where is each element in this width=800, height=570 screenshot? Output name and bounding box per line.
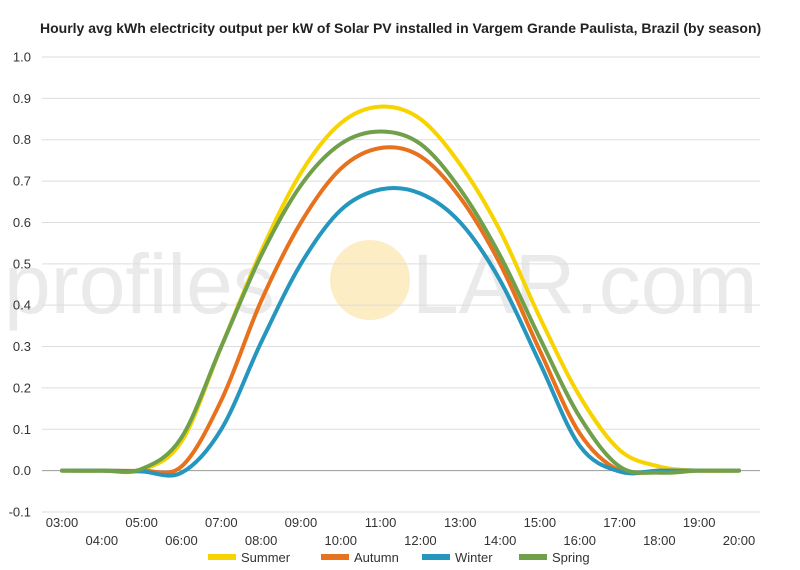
x-tick-label: 05:00 bbox=[125, 515, 158, 530]
y-tick-label: 0.4 bbox=[13, 298, 31, 313]
x-tick-label: 19:00 bbox=[683, 515, 716, 530]
series-line-winter bbox=[60, 186, 741, 478]
y-axis: -0.1 0.0 0.1 0.2 0.3 0.4 0.5 0.6 0.7 0.8 0.9 1.0 bbox=[9, 50, 31, 520]
x-tick-label: 20:00 bbox=[723, 533, 756, 548]
x-tick-label: 17:00 bbox=[603, 515, 636, 530]
x-tick-label: 11:00 bbox=[365, 515, 397, 530]
x-axis: 03:00 04:00 05:00 06:00 07:00 08:00 09:00 10:00… bbox=[46, 515, 756, 548]
series-lines bbox=[60, 104, 741, 478]
y-tick-label: 0.8 bbox=[13, 132, 31, 147]
watermark-left-text: profiles bbox=[4, 237, 275, 331]
legend-swatch-spring bbox=[519, 554, 547, 560]
x-tick-label: 16:00 bbox=[563, 533, 596, 548]
y-tick-label: 0.6 bbox=[13, 215, 31, 230]
series-line-summer bbox=[60, 104, 741, 475]
y-tick-label: 0.1 bbox=[13, 422, 31, 437]
y-tick-label: 1.0 bbox=[13, 50, 31, 65]
grid bbox=[42, 56, 760, 513]
legend: Summer Autumn Winter Spring bbox=[208, 550, 590, 565]
legend-swatch-summer bbox=[208, 554, 236, 560]
legend-label-winter: Winter bbox=[455, 550, 493, 565]
x-tick-label: 09:00 bbox=[285, 515, 318, 530]
y-tick-label: 0.5 bbox=[13, 256, 31, 271]
y-tick-label: 0.7 bbox=[13, 174, 31, 189]
y-tick-label: 0.9 bbox=[13, 91, 31, 106]
y-tick-label: 0.3 bbox=[13, 339, 31, 354]
x-tick-label: 04:00 bbox=[86, 533, 119, 548]
x-tick-label: 15:00 bbox=[524, 515, 557, 530]
watermark-sun-icon bbox=[330, 240, 410, 320]
y-tick-label: 0.2 bbox=[13, 380, 31, 395]
x-tick-label: 13:00 bbox=[444, 515, 477, 530]
chart-title: Hourly avg kWh electricity output per kW… bbox=[40, 20, 761, 36]
series-line-spring bbox=[60, 129, 741, 475]
legend-swatch-autumn bbox=[321, 554, 349, 560]
x-tick-label: 14:00 bbox=[484, 533, 517, 548]
x-tick-label: 10:00 bbox=[324, 533, 357, 548]
legend-label-summer: Summer bbox=[241, 550, 291, 565]
x-tick-label: 06:00 bbox=[165, 533, 198, 548]
legend-label-autumn: Autumn bbox=[354, 550, 399, 565]
x-tick-label: 12:00 bbox=[404, 533, 437, 548]
x-tick-label: 08:00 bbox=[245, 533, 278, 548]
legend-swatch-winter bbox=[422, 554, 450, 560]
x-tick-label: 18:00 bbox=[643, 533, 676, 548]
y-tick-label: -0.1 bbox=[9, 505, 31, 520]
x-tick-label: 03:00 bbox=[46, 515, 79, 530]
legend-label-spring: Spring bbox=[552, 550, 590, 565]
x-tick-label: 07:00 bbox=[205, 515, 238, 530]
watermark: profiles LAR.com bbox=[4, 237, 757, 331]
watermark-right-text: LAR.com bbox=[412, 237, 757, 331]
y-tick-label: 0.0 bbox=[13, 463, 31, 478]
